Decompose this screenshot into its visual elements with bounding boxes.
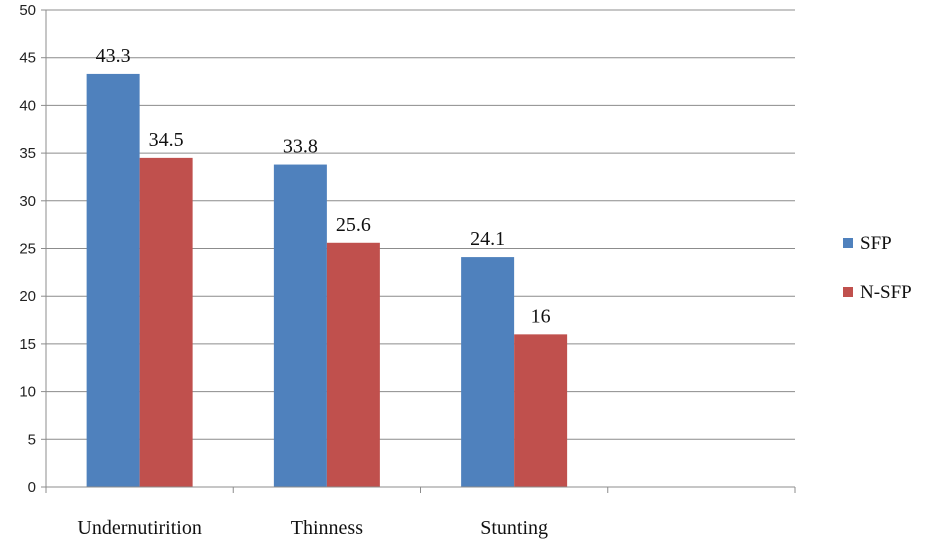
data-label: 24.1 (470, 228, 505, 250)
x-category-label: Undernutirition (77, 517, 201, 539)
y-tick-label: 0 (28, 479, 36, 496)
legend-label-sfp: SFP (860, 233, 892, 254)
x-category-label: Stunting (480, 517, 548, 539)
bar-n-sfp-0 (139, 157, 193, 487)
bars (86, 73, 568, 487)
x-category-label: Thinness (291, 517, 363, 539)
data-label: 33.8 (283, 136, 318, 158)
legend-swatch-sfp (843, 238, 853, 248)
legend-label-n-sfp: N-SFP (860, 282, 912, 303)
data-label: 25.6 (336, 214, 371, 236)
y-tick-label: 35 (19, 145, 36, 162)
y-tick-label: 45 (19, 50, 36, 67)
y-tick-label: 40 (19, 97, 36, 114)
y-tick-label: 20 (19, 288, 36, 305)
y-tick-label: 25 (19, 241, 36, 258)
bar-sfp-0 (86, 73, 140, 487)
bar-sfp-2 (461, 257, 515, 487)
data-label: 34.5 (149, 129, 184, 151)
x-axis-labels: Undernutirition Thinness Stunting (77, 517, 548, 539)
bar-sfp-1 (273, 164, 327, 487)
legend: SFP N-SFP (843, 233, 912, 303)
y-tick-label: 5 (28, 431, 36, 448)
legend-swatch-n-sfp (843, 287, 853, 297)
y-tick-label: 15 (19, 336, 36, 353)
data-label: 16 (531, 305, 551, 327)
y-tick-label: 30 (19, 193, 36, 210)
y-tick-label: 50 (19, 2, 36, 19)
axes (45, 10, 796, 493)
bar-n-sfp-1 (326, 242, 380, 487)
y-axis-ticks: 0 5 10 15 20 25 30 35 40 45 50 (19, 2, 46, 496)
data-label: 43.3 (96, 45, 131, 67)
y-tick-label: 10 (19, 384, 36, 401)
bar-n-sfp-2 (514, 334, 568, 487)
data-labels: 43.3 33.8 24.1 34.5 25.6 16 (96, 45, 551, 327)
